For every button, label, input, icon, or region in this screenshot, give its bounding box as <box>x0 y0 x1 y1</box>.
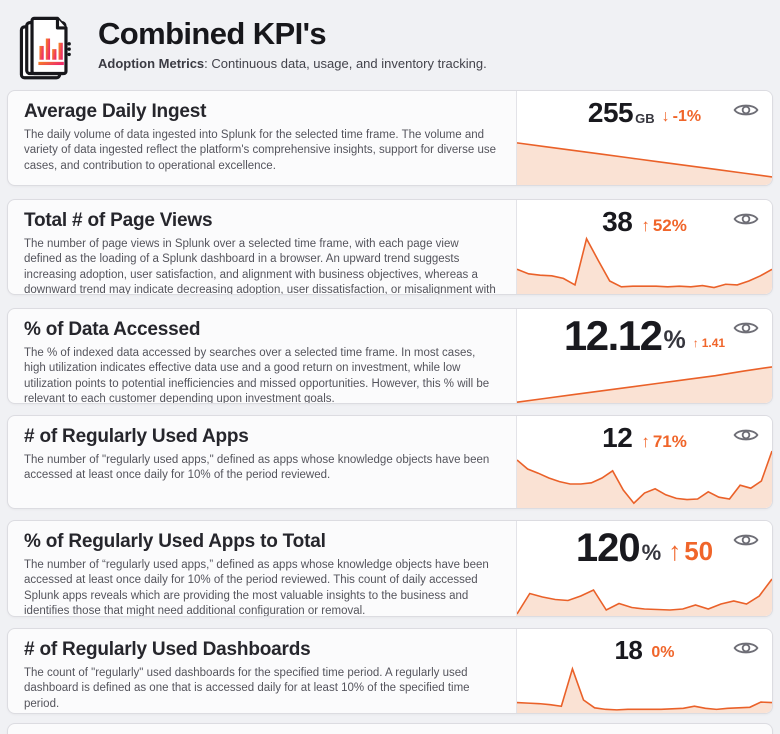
kpi-text-panel: # of Regularly Used Dashboards The count… <box>8 629 516 713</box>
kpi-card-description: The number of page views in Splunk over … <box>24 238 496 294</box>
kpi-value: 12 <box>602 422 633 453</box>
eye-icon[interactable] <box>733 426 759 444</box>
kpi-card-regularly-used-apps: # of Regularly Used Apps The number of "… <box>7 415 773 509</box>
kpi-visual-panel: 255 GB ↓ -1% <box>516 91 772 185</box>
kpi-card-percent-apps-to-total: % of Regularly Used Apps to Total The nu… <box>7 520 773 617</box>
header-text: Combined KPI's Adoption Metrics: Continu… <box>98 12 487 71</box>
kpi-value-row: 120 % ↑ 50 <box>517 521 772 568</box>
kpi-text-panel: # of Regularly Used Apps The number of "… <box>8 416 516 508</box>
kpi-text-panel: % of Regularly Used Apps to Total The nu… <box>8 521 516 616</box>
kpi-trend-value: 71% <box>652 432 687 451</box>
kpi-value-row: 38 ↑ 52% <box>517 200 772 236</box>
kpi-unit: % <box>663 326 686 354</box>
kpi-trend: ↓ -1% <box>662 109 701 127</box>
kpi-trend: ↑ 50 <box>668 538 713 568</box>
kpi-card-regularly-used-dashboards: # of Regularly Used Dashboards The count… <box>7 628 773 714</box>
page-title: Combined KPI's <box>98 16 327 51</box>
trend-down-icon: ↓ <box>661 108 670 125</box>
kpi-card-title: # of Regularly Used Apps <box>24 426 249 447</box>
kpi-card-percent-data-accessed: % of Data Accessed The % of indexed data… <box>7 308 773 404</box>
kpi-visual-panel: 12 ↑ 71% <box>516 416 772 508</box>
kpi-card-description: The number of "regularly used apps," def… <box>24 454 490 482</box>
eye-icon[interactable] <box>733 531 759 549</box>
kpi-trend-value: -1% <box>672 108 702 125</box>
kpi-visual-panel: 120 % ↑ 50 <box>516 521 772 616</box>
kpi-card-description: The % of indexed data accessed by search… <box>24 347 490 403</box>
kpi-value: 18 <box>614 635 643 665</box>
sparkline-chart <box>517 361 772 403</box>
kpi-card-title: Average Daily Ingest <box>24 101 207 122</box>
eye-icon[interactable] <box>733 319 759 337</box>
kpi-trend-value: 0% <box>651 644 675 661</box>
kpi-trend: ↑ 71% <box>641 433 687 452</box>
kpi-text-panel: Total # of Page Views The number of page… <box>8 200 516 294</box>
page-subtitle-rest: : Continuous data, usage, and inventory … <box>204 55 487 71</box>
kpi-trend-value: 50 <box>684 536 714 566</box>
kpi-card-title: % of Data Accessed <box>24 319 201 340</box>
next-card-partial <box>7 723 773 734</box>
kpi-unit: GB <box>635 111 655 126</box>
kpi-text-panel: % of Data Accessed The % of indexed data… <box>8 309 516 403</box>
kpi-value: 12.12 <box>563 312 663 359</box>
trend-up-icon: ↑ <box>641 432 650 451</box>
sparkline-chart <box>517 131 772 185</box>
page-header: Combined KPI's Adoption Metrics: Continu… <box>14 12 487 82</box>
kpi-value-row: 12.12 % ↑ 1.41 <box>517 309 772 357</box>
kpi-trend: 0% <box>651 645 674 663</box>
page-subtitle: Adoption Metrics: Continuous data, usage… <box>98 56 487 71</box>
kpi-card-description: The daily volume of data ingested into S… <box>24 129 497 172</box>
kpi-value: 255 <box>587 97 634 128</box>
kpi-value-row: 255 GB ↓ -1% <box>517 91 772 127</box>
kpi-value-row: 18 0% <box>517 629 772 663</box>
kpi-card-average-daily-ingest: Average Daily Ingest The daily volume of… <box>7 90 773 186</box>
kpi-card-title: % of Regularly Used Apps to Total <box>24 531 326 552</box>
kpi-card-title: Total # of Page Views <box>24 210 213 231</box>
kpi-card-total-page-views: Total # of Page Views The number of page… <box>7 199 773 295</box>
kpi-value: 120 <box>575 526 641 570</box>
kpi-trend: ↑ 1.41 <box>693 337 725 357</box>
kpi-card-description: The number of “regularly used apps,” def… <box>24 559 489 616</box>
kpi-unit: % <box>641 540 662 565</box>
page-subtitle-bold: Adoption Metrics <box>98 55 205 71</box>
kpi-visual-panel: 12.12 % ↑ 1.41 <box>516 309 772 403</box>
trend-up-icon: ↑ <box>668 536 682 566</box>
kpi-visual-panel: 18 0% <box>516 629 772 713</box>
sparkline-chart <box>517 229 772 294</box>
eye-icon[interactable] <box>733 210 759 228</box>
trend-up-icon: ↑ <box>641 216 650 235</box>
eye-icon[interactable] <box>733 101 759 119</box>
kpi-card-description: The count of "regularly" used dashboards… <box>24 667 470 710</box>
kpi-trend-value: 52% <box>652 216 687 235</box>
sparkline-chart <box>517 661 772 713</box>
stacked-report-pages-icon <box>19 16 71 80</box>
kpi-value-row: 12 ↑ 71% <box>517 416 772 452</box>
trend-up-icon: ↑ <box>692 336 699 350</box>
sparkline-chart <box>517 566 772 616</box>
kpi-visual-panel: 38 ↑ 52% <box>516 200 772 294</box>
kpi-card-title: # of Regularly Used Dashboards <box>24 639 311 660</box>
sparkline-chart <box>517 448 772 508</box>
kpi-text-panel: Average Daily Ingest The daily volume of… <box>8 91 516 185</box>
kpi-trend: ↑ 52% <box>641 217 687 236</box>
kpi-value: 38 <box>602 206 633 237</box>
kpi-trend-value: 1.41 <box>701 336 726 350</box>
eye-icon[interactable] <box>733 639 759 657</box>
kpi-card-list: Average Daily Ingest The daily volume of… <box>7 90 773 734</box>
